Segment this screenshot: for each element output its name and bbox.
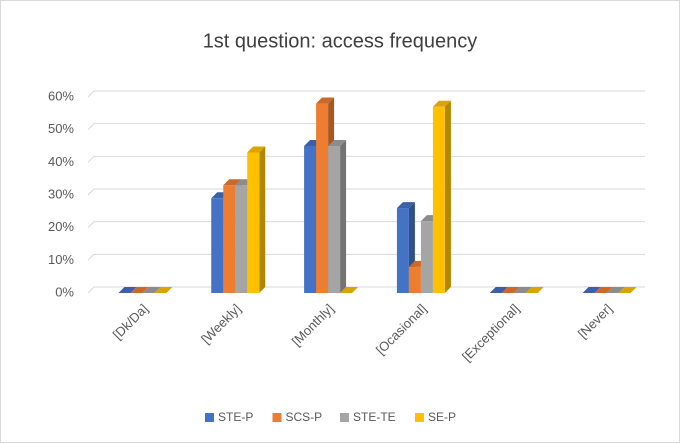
bar-top [328,140,347,146]
bar [235,185,248,293]
y-tick-label: 20% [48,219,74,234]
legend-swatch [340,413,349,422]
bar [316,103,329,294]
chart-title: 1st question: access frequency [203,30,478,52]
legend-label: SCS-P [286,410,323,424]
y-tick-label: 60% [48,88,74,103]
bar-top [396,202,415,209]
y-tick-label: 0% [55,284,74,299]
bar-top [525,287,544,293]
bar [408,266,421,293]
bar [211,198,224,293]
y-tick-label: 10% [48,252,74,267]
bar-top [154,287,173,293]
legend-label: SE-P [428,410,456,424]
bar-side [340,140,347,293]
bar [304,146,317,293]
bar-top [618,287,637,293]
legend-swatch [205,413,214,422]
y-tick-label: 50% [48,121,74,136]
bar [420,221,433,293]
y-tick-label: 30% [48,186,74,201]
legend-swatch [272,413,282,422]
legend-label: STE-P [218,410,253,424]
bar [247,152,260,293]
legend-swatch [415,413,424,422]
bar-top [432,100,451,107]
legend-label: STE-TE [353,410,396,424]
grid-line [87,188,645,196]
y-tick-label: 40% [48,154,74,169]
grid-line [87,90,645,98]
bar-top [316,97,335,104]
grid-line [87,155,645,163]
grid-line [87,253,645,261]
bar-top [247,146,266,153]
bar [223,185,236,293]
bar [328,146,341,293]
bar [396,208,409,293]
grid-line [87,286,645,294]
bar-top [340,287,359,293]
bar-side [259,146,266,293]
grid-line [87,123,645,131]
bar-side [444,100,451,293]
grid-line [87,221,645,229]
bar [432,106,445,293]
